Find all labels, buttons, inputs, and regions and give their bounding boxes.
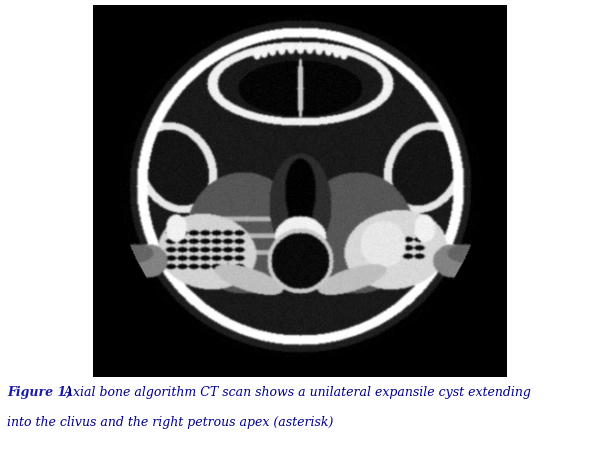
Text: into the clivus and the right petrous apex (asterisk): into the clivus and the right petrous ap…	[7, 416, 334, 429]
Text: Figure 1): Figure 1)	[7, 386, 73, 399]
Text: Axial bone algorithm CT scan shows a unilateral expansile cyst extending: Axial bone algorithm CT scan shows a uni…	[60, 386, 531, 399]
